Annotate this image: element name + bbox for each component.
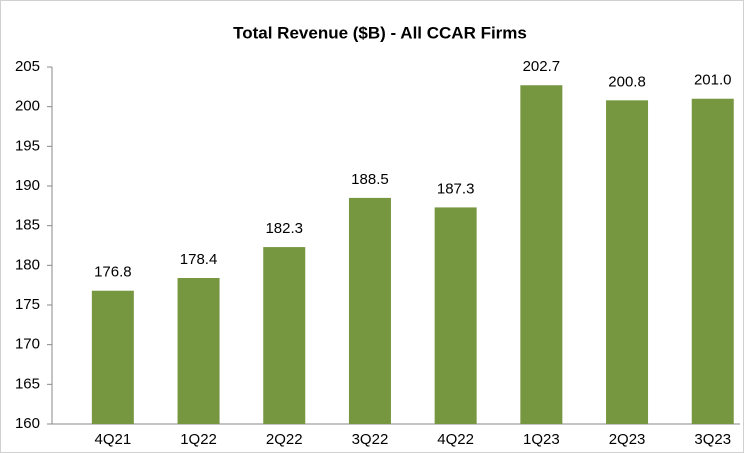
data-label: 188.5 xyxy=(351,171,389,188)
y-tick-label: 160 xyxy=(15,415,40,432)
data-label: 201.0 xyxy=(694,72,732,89)
y-tick-label: 175 xyxy=(15,296,40,313)
x-tick-label: 2Q23 xyxy=(609,431,646,448)
bar xyxy=(606,100,649,424)
y-tick-label: 165 xyxy=(15,375,40,392)
y-tick-label: 200 xyxy=(15,98,40,115)
bar xyxy=(348,197,391,424)
data-label: 187.3 xyxy=(437,180,475,197)
x-tick-label: 2Q22 xyxy=(266,431,303,448)
chart-title: Total Revenue ($B) - All CCAR Firms xyxy=(233,23,527,42)
data-label: 178.4 xyxy=(180,251,218,268)
bar xyxy=(91,290,134,424)
bar xyxy=(263,247,306,424)
data-label: 200.8 xyxy=(608,73,646,90)
y-tick-label: 195 xyxy=(15,137,40,154)
x-tick-label: 3Q22 xyxy=(352,431,389,448)
bar xyxy=(434,207,477,424)
x-tick-label: 1Q22 xyxy=(180,431,217,448)
x-tick-label: 3Q23 xyxy=(694,431,731,448)
bar xyxy=(520,85,563,424)
bar xyxy=(177,278,220,424)
y-tick-label: 170 xyxy=(15,336,40,353)
y-tick-label: 185 xyxy=(15,217,40,234)
x-tick-label: 1Q23 xyxy=(523,431,560,448)
x-tick-label: 4Q22 xyxy=(437,431,474,448)
y-tick-label: 205 xyxy=(15,58,40,75)
data-label: 182.3 xyxy=(265,220,303,237)
bar xyxy=(691,98,734,424)
data-label: 176.8 xyxy=(94,264,132,281)
data-label: 202.7 xyxy=(523,58,561,75)
x-tick-label: 4Q21 xyxy=(94,431,131,448)
y-tick-label: 190 xyxy=(15,177,40,194)
y-tick-label: 180 xyxy=(15,256,40,273)
